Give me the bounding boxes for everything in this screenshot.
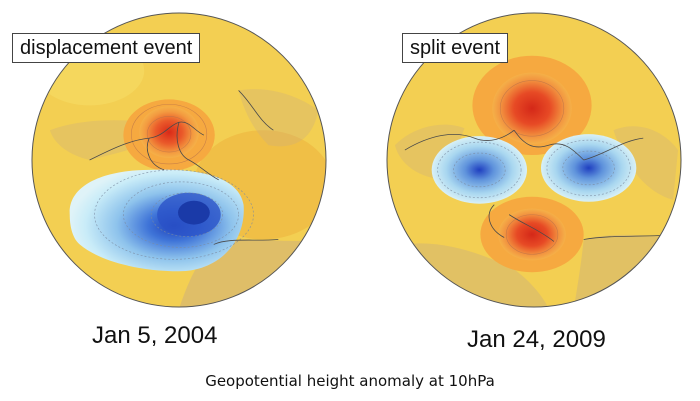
split-date: Jan 24, 2009: [467, 326, 606, 353]
figure-caption: Geopotential height anomaly at 10hPa: [205, 372, 495, 390]
displacement-date: Jan 5, 2004: [92, 322, 218, 349]
split-event-label: split event: [402, 33, 509, 63]
displacement-event-label: displacement event: [12, 33, 201, 63]
